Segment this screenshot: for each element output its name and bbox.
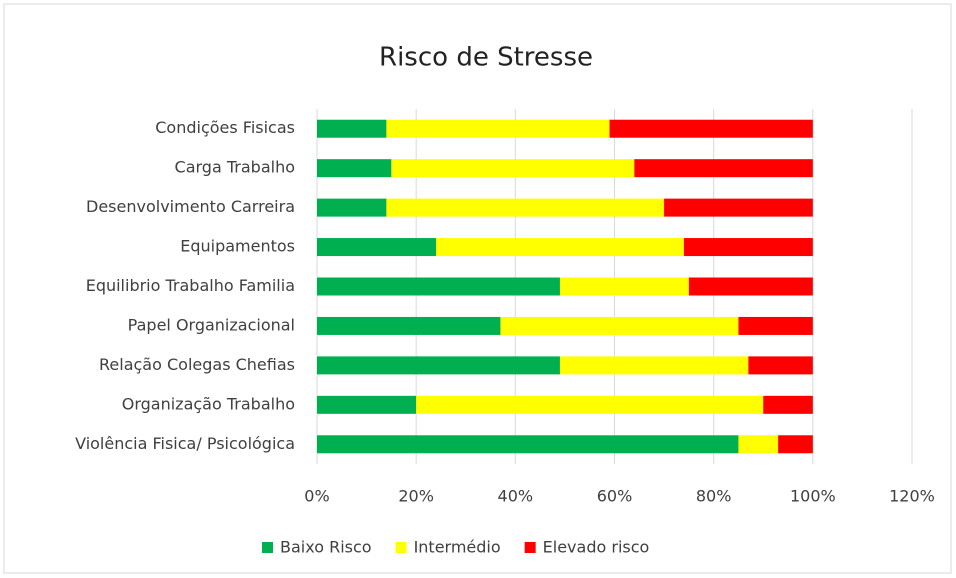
bar bbox=[317, 316, 501, 335]
legend-label: Intermédio bbox=[414, 538, 501, 557]
bar bbox=[391, 159, 635, 178]
bar bbox=[436, 238, 684, 257]
bar bbox=[778, 435, 813, 454]
y-tick-label: Organização Trabalho bbox=[122, 394, 295, 413]
bar bbox=[500, 316, 739, 335]
x-tick-label: 120% bbox=[889, 487, 935, 506]
y-tick-label: Relação Colegas Chefias bbox=[99, 355, 295, 374]
bar bbox=[317, 119, 387, 138]
y-tick-label: Condições Fisicas bbox=[155, 118, 295, 137]
bar bbox=[317, 395, 417, 414]
legend-swatch bbox=[262, 542, 273, 553]
bar bbox=[416, 395, 764, 414]
x-tick-label: 80% bbox=[696, 487, 732, 506]
x-tick-label: 100% bbox=[790, 487, 836, 506]
y-tick-label: Papel Organizacional bbox=[128, 315, 295, 334]
bar bbox=[317, 198, 387, 217]
y-tick-label: Equilibrio Trabalho Familia bbox=[86, 276, 295, 295]
bar bbox=[317, 238, 436, 257]
x-tick-label: 0% bbox=[304, 487, 329, 506]
bar bbox=[386, 119, 610, 138]
y-tick-label: Desenvolvimento Carreira bbox=[86, 197, 295, 216]
bar bbox=[664, 198, 813, 217]
bar bbox=[738, 316, 813, 335]
bar bbox=[609, 119, 813, 138]
y-tick-label: Violência Fisica/ Psicológica bbox=[75, 434, 295, 453]
bar bbox=[683, 238, 813, 257]
bar bbox=[317, 356, 560, 375]
y-tick-label: Carga Trabalho bbox=[175, 158, 295, 177]
legend-swatch bbox=[524, 542, 536, 553]
bar bbox=[317, 159, 392, 178]
bar bbox=[688, 277, 813, 296]
x-tick-label: 60% bbox=[597, 487, 633, 506]
bar bbox=[748, 356, 813, 375]
bar bbox=[763, 395, 813, 414]
bar bbox=[634, 159, 813, 178]
bar bbox=[317, 435, 739, 454]
x-tick-label: 40% bbox=[498, 487, 534, 506]
bar bbox=[559, 356, 749, 375]
bar bbox=[738, 435, 779, 454]
legend-swatch bbox=[395, 542, 407, 553]
x-tick-label: 20% bbox=[398, 487, 434, 506]
legend-label: Baixo Risco bbox=[280, 538, 372, 557]
bar bbox=[559, 277, 689, 296]
bar bbox=[317, 277, 560, 296]
bar bbox=[386, 198, 665, 217]
y-tick-label: Equipamentos bbox=[180, 237, 295, 256]
legend-label: Elevado risco bbox=[543, 538, 650, 557]
chart-title: Risco de Stresse bbox=[379, 43, 593, 73]
